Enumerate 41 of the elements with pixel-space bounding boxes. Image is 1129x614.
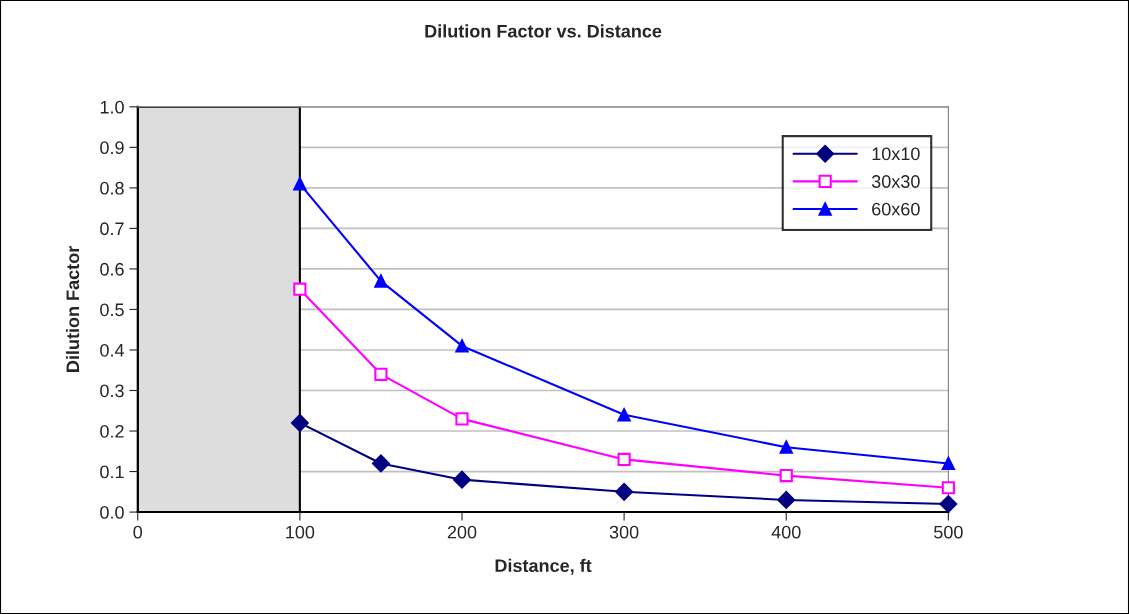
y-tick-label: 1.0: [100, 100, 124, 114]
y-tick-label: 0.8: [100, 181, 124, 195]
point: [374, 367, 388, 381]
point: [455, 412, 469, 426]
x-tick-label: 0: [133, 525, 143, 539]
point: [779, 440, 793, 454]
point: [372, 454, 390, 473]
x-axis-title: Distance, ft: [495, 558, 592, 575]
point: [617, 452, 631, 466]
point: [453, 470, 471, 489]
y-tick-label: 0.6: [100, 262, 124, 276]
y-tick-label: 0.7: [100, 222, 124, 236]
point: [779, 469, 793, 483]
point: [777, 491, 796, 509]
point: [290, 414, 309, 432]
y-tick-label: 0.4: [100, 343, 125, 357]
y-tick-label: 0.0: [100, 506, 124, 519]
point: [939, 495, 958, 513]
point: [293, 177, 307, 191]
x-tick-label: 200: [447, 525, 477, 539]
point: [455, 339, 469, 353]
y-tick-label: 0.1: [100, 465, 124, 479]
x-tick-label: 500: [934, 525, 963, 539]
y-tick-label: 0.9: [100, 141, 124, 155]
point: [617, 408, 631, 422]
point: [941, 456, 955, 471]
y-tick-label: 0.3: [100, 384, 124, 398]
y-axis-title: Dilution Factor: [65, 246, 80, 372]
x-tick-label: 300: [609, 525, 639, 539]
y-tick-label: 0.5: [100, 303, 124, 317]
point: [615, 482, 634, 501]
legend-label: 30x30: [871, 175, 920, 188]
point: [293, 282, 307, 296]
y-tick-label: 0.2: [100, 424, 124, 438]
legend-label: 10x10: [872, 147, 920, 161]
point: [374, 274, 388, 288]
x-tick-label: 100: [286, 525, 315, 539]
chart-title: Dilution Factor vs. Distance: [425, 24, 662, 38]
x-tick-label: 400: [771, 525, 801, 539]
legend-label: 60x60: [872, 202, 920, 216]
point: [941, 481, 955, 495]
